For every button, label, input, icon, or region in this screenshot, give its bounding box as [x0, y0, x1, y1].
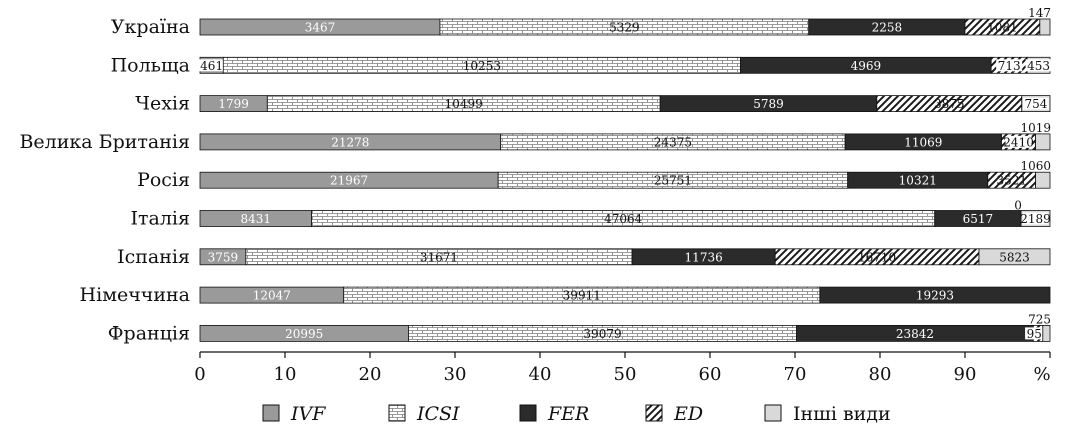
bar-segment-інші-види — [978, 248, 1051, 266]
category-labels: Україна Польща Чехія Велика Британія Росія Іт… — [19, 16, 190, 344]
data-label: 21278 — [331, 135, 369, 149]
data-label: 16710 — [858, 250, 896, 264]
data-label: 3521 — [996, 174, 1027, 188]
x-tick-label: 80 — [869, 364, 892, 385]
data-label: 24375 — [654, 135, 692, 149]
legend: IVF ICSI FER ED Інші види — [262, 403, 891, 425]
category-label: Франція — [108, 322, 190, 344]
data-label: 1060 — [1020, 159, 1051, 173]
category-label: Велика Британія — [19, 131, 190, 153]
legend-swatch-icsi — [388, 404, 406, 422]
data-label: 10321 — [899, 174, 937, 188]
x-tick-label: 10 — [274, 364, 297, 385]
bar-segment-інші-види — [1042, 324, 1051, 342]
x-unit-label: % — [1033, 364, 1050, 385]
category-label: Чехія — [135, 93, 190, 115]
data-label: 713 — [998, 59, 1021, 73]
data-label: 47064 — [604, 212, 643, 226]
x-tick-label: 90 — [954, 364, 977, 385]
data-label: 19293 — [916, 289, 954, 303]
data-label: 461 — [200, 59, 223, 73]
legend-label: FER — [547, 403, 589, 425]
data-label: 23842 — [896, 327, 934, 341]
x-tick-label: 20 — [359, 364, 382, 385]
category-label: Німеччина — [80, 284, 190, 306]
data-label: 1019 — [1020, 121, 1051, 135]
data-label: 6517 — [963, 212, 994, 226]
data-label: 754 — [1024, 97, 1047, 111]
data-label: 2189 — [1020, 212, 1051, 226]
x-axis: 0 10 20 30 40 50 60 70 80 90% — [194, 351, 1051, 385]
data-label: 2258 — [872, 21, 903, 35]
data-label: 1799 — [218, 97, 249, 111]
data-label: 31671 — [420, 250, 458, 264]
data-label: 147 — [1028, 6, 1051, 20]
data-label-background — [1005, 135, 1032, 148]
x-tick-label: 60 — [699, 364, 722, 385]
x-tick-label: 0 — [194, 364, 205, 385]
data-label: 8431 — [241, 212, 272, 226]
data-label-background — [1025, 59, 1052, 72]
data-label: 25751 — [654, 174, 692, 188]
legend-swatch-fer — [519, 404, 537, 422]
legend-label: IVF — [290, 403, 326, 425]
data-label: 10499 — [445, 97, 483, 111]
legend-label: Інші види — [793, 403, 891, 425]
data-label: 21967 — [330, 174, 368, 188]
data-label: 2410 — [1003, 135, 1034, 149]
data-label-background — [198, 59, 225, 72]
data-label: 5823 — [999, 250, 1030, 264]
x-tick-label: 40 — [529, 364, 552, 385]
data-label: 39911 — [563, 289, 601, 303]
bar-segment-інші-види — [1035, 171, 1051, 189]
data-label: 3875 — [934, 97, 965, 111]
bars-layer: 3467 5329 2258 1081 147 461 10253 4969 713 453 179… — [198, 6, 1052, 342]
data-label: 20995 — [285, 327, 323, 341]
x-tick-label: 30 — [444, 364, 467, 385]
legend-swatch-ed — [645, 404, 663, 422]
data-label: 10253 — [463, 59, 501, 73]
data-label: 3467 — [305, 21, 336, 35]
data-label: 12047 — [253, 289, 291, 303]
data-label: 4969 — [851, 59, 882, 73]
category-label: Іспанія — [117, 246, 190, 268]
bar-segment-інші-види — [1035, 133, 1051, 151]
legend-label: ICSI — [416, 403, 460, 425]
x-tick-label: 50 — [614, 364, 637, 385]
x-tick-label: 70 — [784, 364, 807, 385]
category-label: Італія — [131, 208, 190, 230]
legend-swatch-ivf — [262, 404, 280, 422]
data-label: 5329 — [609, 21, 640, 35]
data-label: 1081 — [987, 21, 1018, 35]
category-label: Росія — [137, 169, 190, 191]
bar-segment-fer — [819, 286, 1051, 304]
data-label: 3759 — [208, 250, 239, 264]
legend-swatch-інші-види — [764, 404, 782, 422]
category-label: Польща — [111, 54, 190, 76]
data-label: 725 — [1028, 312, 1051, 326]
category-label: Україна — [111, 16, 190, 38]
data-label: 11069 — [904, 135, 942, 149]
data-label-background — [1022, 212, 1049, 225]
data-label: 0 — [1014, 199, 1022, 213]
bar-segment-інші-види — [1039, 18, 1051, 36]
legend-label: ED — [673, 403, 703, 425]
data-label: 5789 — [753, 97, 784, 111]
data-label: 11736 — [685, 250, 723, 264]
data-label: 39079 — [583, 327, 621, 341]
data-label: 453 — [1027, 59, 1050, 73]
data-label-background — [996, 59, 1023, 72]
data-label-background — [1022, 97, 1049, 110]
